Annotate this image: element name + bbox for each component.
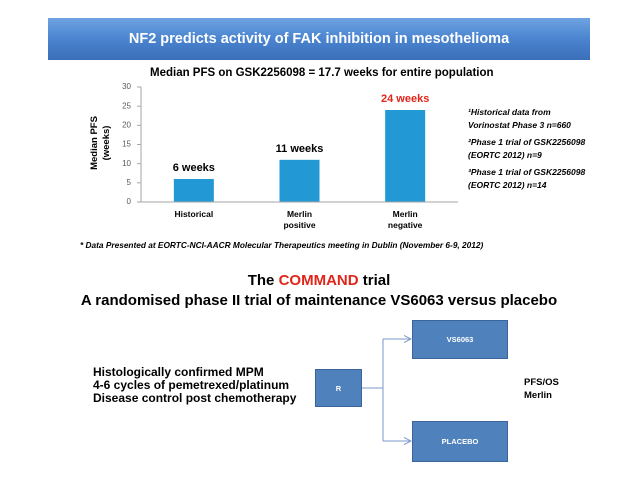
trial-name-highlight: COMMAND [278, 272, 359, 289]
title-banner: NF2 predicts activity of FAK inhibition … [48, 18, 590, 60]
y-tick-label: 30 [122, 82, 131, 91]
trial-endpoints: PFS/OS Merlin [524, 376, 559, 402]
endpoint-item: Merlin [524, 390, 552, 401]
randomisation-box: R [315, 369, 362, 407]
y-tick-label: 5 [127, 178, 132, 187]
y-tick-label: 15 [122, 140, 131, 149]
y-tick-label: 0 [127, 197, 132, 206]
x-category-label-historical: Historical [174, 209, 214, 219]
eligibility-item: Disease control post chemotherapy [93, 391, 297, 405]
chart-canvas: Median PFS (weeks) 0 5 10 15 20 25 30 6 weeks 11… [89, 82, 458, 206]
trial-heading-prefix: The [247, 272, 279, 289]
bar-value-label-merlin-negative: 24 weeks [381, 93, 429, 105]
annotation-merlin-negative: ³Phase 1 trial of GSK2256098 (EORTC 2012… [468, 166, 585, 191]
arm-label: VS6063 [446, 335, 474, 344]
arm-box-placebo: PLACEBO [412, 421, 508, 462]
chart-annotations: ¹Historical data from Vorinostat Phase 3… [468, 106, 585, 196]
annotation-historical: ¹Historical data from Vorinostat Phase 3… [468, 106, 585, 131]
bar-value-label-historical: 6 weeks [173, 162, 215, 174]
y-axis-label-line-2: (weeks) [101, 126, 112, 161]
trial-heading: The COMMAND trial [0, 272, 638, 290]
annotation-merlin-positive: ²Phase 1 trial of GSK2256098 (EORTC 2012… [468, 136, 585, 161]
chart-title: Median PFS on GSK2256098 = 17.7 weeks fo… [150, 67, 494, 79]
data-source-footnote: * Data Presented at EORTC-NCI-AACR Molec… [80, 240, 484, 250]
arm-label: PLACEBO [441, 437, 479, 446]
annotation-line: Vorinostat Phase 3 n=660 [468, 119, 571, 130]
bar-historical [173, 179, 214, 202]
annotation-line: ³Phase 1 trial of GSK2256098 [468, 167, 586, 177]
annotation-line: ¹Historical data from [468, 107, 551, 117]
y-tick-label: 10 [122, 159, 131, 168]
trial-heading-suffix: trial [358, 272, 391, 289]
pfs-bar-chart: Median PFS (weeks) 0 5 10 15 20 25 30 6 weeks 11… [89, 82, 458, 230]
y-tick-label: 25 [122, 101, 131, 110]
y-axis-label-line-1: Median PFS [89, 116, 100, 170]
annotation-line: (EORTC 2012) n=14 [468, 179, 547, 190]
y-tick-label: 20 [122, 120, 131, 129]
eligibility-item: 4-6 cycles of pemetrexed/platinum [93, 378, 290, 392]
annotation-line: ²Phase 1 trial of GSK2256098 [468, 137, 586, 147]
slide-title: NF2 predicts activity of FAK inhibition … [128, 31, 510, 47]
endpoint-item: PFS/OS [524, 377, 559, 388]
x-category-label-merlin-positive: Merlin positive [283, 209, 316, 230]
eligibility-criteria: Histologically confirmed MPM 4-6 cycles … [93, 366, 296, 405]
bar-merlin-positive [279, 159, 320, 202]
randomisation-label: R [335, 383, 342, 393]
eligibility-item: Histologically confirmed MPM [93, 365, 264, 379]
bar-merlin-negative [385, 110, 426, 202]
trial-subtitle: A randomised phase II trial of maintenan… [80, 292, 558, 309]
annotation-line: (EORTC 2012) n=9 [468, 149, 542, 160]
arm-box-vs6063: VS6063 [412, 320, 508, 359]
bar-value-label-merlin-positive: 11 weeks [276, 143, 324, 155]
x-category-label-merlin-negative: Merlin negative [387, 209, 423, 230]
